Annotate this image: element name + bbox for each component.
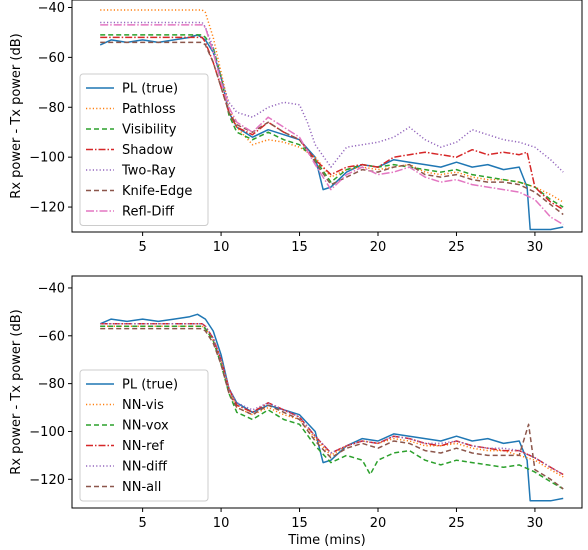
legend-label: Visibility xyxy=(122,123,177,138)
x-tick-label: 5 xyxy=(138,516,146,531)
y-tick-label: −120 xyxy=(29,473,65,488)
legend-box xyxy=(79,73,209,226)
x-tick-label: 30 xyxy=(527,516,544,531)
series-line-1 xyxy=(99,313,564,502)
legend: PL (true) Pathloss Visibility Shadow Two-Ray… xyxy=(79,73,209,226)
series-line-6 xyxy=(100,327,564,490)
x-tick-label: 15 xyxy=(291,516,308,531)
series-line-6 xyxy=(100,41,564,216)
legend-label: NN-ref xyxy=(122,439,164,454)
y-tick-label: −40 xyxy=(38,1,65,16)
series-line-4 xyxy=(100,323,564,476)
legend-label: Shadow xyxy=(122,143,174,158)
series-line-5 xyxy=(100,323,564,476)
y-tick-label: −80 xyxy=(38,377,65,392)
y-tick-label: −120 xyxy=(29,201,65,216)
legend-label: NN-vis xyxy=(122,398,164,413)
x-tick-label: 30 xyxy=(527,240,544,255)
y-tick-label: −60 xyxy=(38,329,65,344)
legend: PL (true) NN-vis NN-vox NN-ref NN-diff NN-all xyxy=(79,369,209,502)
series-line-7 xyxy=(100,24,564,226)
series-line-5 xyxy=(100,21,564,173)
y-axis-label: Rx power - Tx power (dB) xyxy=(9,309,24,474)
y-tick-label: −60 xyxy=(38,51,65,66)
x-tick-label: 5 xyxy=(138,240,146,255)
x-tick-label: 10 xyxy=(213,240,230,255)
legend-label: NN-vox xyxy=(122,419,169,434)
axes-frame xyxy=(71,275,583,509)
legend-label: Two-Ray xyxy=(121,164,176,179)
x-tick-label: 20 xyxy=(370,240,387,255)
series-group xyxy=(99,9,564,231)
x-tick-label: 10 xyxy=(213,516,230,531)
chart-panel-1: 5 10 15 20 25 30 −40 −60 −80 −100 −120 Rx power - T… xyxy=(9,0,583,255)
legend-label: PL (true) xyxy=(122,378,178,393)
x-tick-label: 25 xyxy=(448,240,465,255)
legend-label: Knife-Edge xyxy=(122,184,192,199)
y-tick-label: −40 xyxy=(38,281,65,296)
y-axis-label: Rx power - Tx power (dB) xyxy=(9,33,24,198)
x-tick-label: 15 xyxy=(291,240,308,255)
legend-box xyxy=(79,369,209,502)
legend-label: Pathloss xyxy=(122,102,176,117)
series-line-1 xyxy=(99,34,564,231)
legend-label: NN-all xyxy=(122,480,161,495)
axes-frame xyxy=(71,0,583,233)
x-tick-label: 20 xyxy=(370,516,387,531)
y-tick-label: −100 xyxy=(29,425,65,440)
legend-label: PL (true) xyxy=(122,82,178,97)
x-tick-label: 25 xyxy=(448,516,465,531)
legend-label: NN-diff xyxy=(122,460,168,475)
y-tick-label: −80 xyxy=(38,101,65,116)
y-tick-label: −100 xyxy=(29,151,65,166)
x-axis-label: Time (mins) xyxy=(287,533,365,548)
series-group xyxy=(99,313,564,502)
chart-panel-2: 5 10 15 20 25 30 −40 −60 −80 −100 −120 Rx power - T… xyxy=(9,275,583,548)
legend-label: Refl-Diff xyxy=(122,205,175,220)
